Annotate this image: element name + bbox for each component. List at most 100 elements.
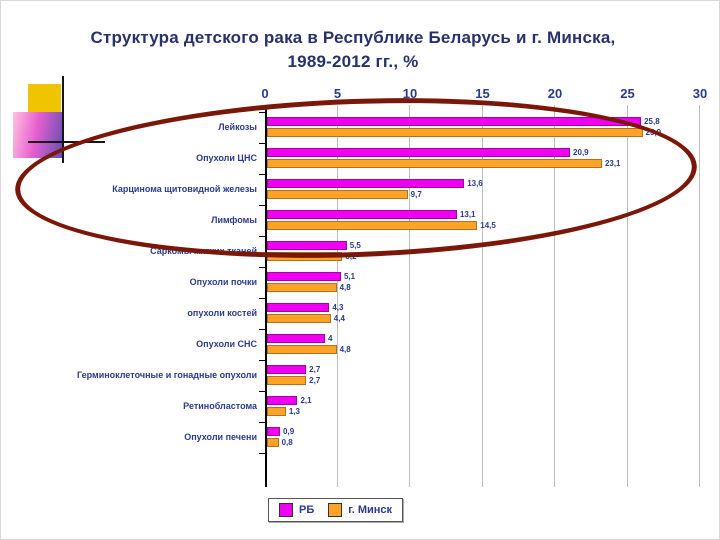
category-label: Опухоли СНС xyxy=(196,339,257,349)
bar-value-label: 25,8 xyxy=(644,117,660,126)
category-tick-mark xyxy=(259,143,265,144)
category-label: опухоли костей xyxy=(187,308,257,318)
bar-series-2 xyxy=(267,345,337,354)
bar-series-2 xyxy=(267,314,331,323)
category-tick-mark xyxy=(259,391,265,392)
bar-series-1 xyxy=(267,117,642,126)
chart-row: Опухоли почки 5,1 4,8 xyxy=(0,267,702,298)
bar-value-label: 5,5 xyxy=(349,241,361,250)
bar-value-label: 14,5 xyxy=(480,221,496,230)
bar-value-label: 4,8 xyxy=(339,345,351,354)
title-line-1: Структура детского рака в Республике Бел… xyxy=(90,28,616,47)
bar-chart: 0 5 10 15 20 25 30 Лейкозы 25,8 25,9 Опухоли ЦНС 2… xyxy=(0,86,712,532)
chart-row: Ретинобластома 2,1 1,3 xyxy=(0,391,702,422)
decorative-yellow-square xyxy=(28,84,61,116)
bar-group: 4 4,8 xyxy=(265,329,701,360)
category-label: Герминоклеточные и гонадные опухоли xyxy=(77,370,257,380)
bar-value-label: 0,9 xyxy=(283,427,295,436)
legend-swatch xyxy=(279,503,293,517)
category-tick-mark xyxy=(259,422,265,423)
bar-value-label: 2,7 xyxy=(309,365,321,374)
category-tick-mark xyxy=(259,360,265,361)
chart-legend: РБ г. Минск xyxy=(268,498,404,522)
bar-series-1 xyxy=(267,334,325,343)
legend-item: РБ xyxy=(279,503,314,517)
bar-series-1 xyxy=(267,365,307,374)
chart-row: Опухоли СНС 4 4,8 xyxy=(0,329,702,360)
decorative-vertical-line xyxy=(62,76,64,163)
category-axis-line xyxy=(265,105,267,487)
bar-series-1 xyxy=(267,148,571,157)
chart-row: Опухоли печени 0,9 0,8 xyxy=(0,422,702,453)
bar-series-2 xyxy=(267,252,343,261)
bar-group: 13,1 14,5 xyxy=(265,205,701,236)
category-label: Лимфомы xyxy=(211,215,257,225)
legend-item: г. Минск xyxy=(328,503,392,517)
category-label: Ретинобластома xyxy=(183,401,257,411)
bar-group: 20,9 23,1 xyxy=(265,143,701,174)
gridline xyxy=(409,105,410,487)
bar-value-label: 0,8 xyxy=(281,438,293,447)
legend-label: РБ xyxy=(299,504,315,516)
x-tick-label: 30 xyxy=(692,86,708,101)
category-tick-mark xyxy=(259,174,265,175)
title-line-2: 1989-2012 гг., % xyxy=(287,51,419,71)
category-tick-mark xyxy=(259,453,265,454)
category-label: Опухоли печени xyxy=(184,432,257,442)
chart-rows: Лейкозы 25,8 25,9 Опухоли ЦНС 20,9 23,1 Карцин… xyxy=(0,112,702,453)
chart-row: Герминоклеточные и гонадные опухоли 2,7 2,… xyxy=(0,360,702,391)
bar-series-1 xyxy=(267,179,465,188)
x-tick-label: 0 xyxy=(261,86,269,101)
category-tick-mark xyxy=(259,329,265,330)
bar-value-label: 4,8 xyxy=(339,283,351,292)
category-tick-mark xyxy=(259,298,265,299)
bar-value-label: 13,6 xyxy=(467,179,483,188)
x-tick-label: 25 xyxy=(620,86,635,101)
category-label: Опухоли ЦНС xyxy=(196,153,257,163)
page-title: Структура детского рака в Республике Бел… xyxy=(28,26,678,74)
category-tick-mark xyxy=(259,205,265,206)
bar-series-1 xyxy=(267,272,341,281)
gridline xyxy=(554,105,555,487)
bar-series-1 xyxy=(267,303,330,312)
category-label: Карцинома щитовидной железы xyxy=(112,184,257,194)
bar-group: 4,3 4,4 xyxy=(265,298,701,329)
bar-group: 25,8 25,9 xyxy=(265,112,701,143)
gridline xyxy=(481,105,483,487)
bar-series-1 xyxy=(267,396,298,405)
chart-row: Лейкозы 25,8 25,9 xyxy=(0,112,702,143)
chart-row: Саркомы мягких тканей 5,5 5,2 xyxy=(0,236,702,267)
bar-value-label: 4,3 xyxy=(332,303,344,312)
chart-row: Карцинома щитовидной железы 13,6 9,7 xyxy=(0,174,702,205)
bar-group: 0,9 0,8 xyxy=(265,422,701,453)
decorative-horizontal-line xyxy=(28,141,105,143)
category-label: Опухоли почки xyxy=(189,277,257,287)
chart-row: опухоли костей 4,3 4,4 xyxy=(0,298,702,329)
bar-value-label: 13,1 xyxy=(459,210,476,219)
x-tick-label: 15 xyxy=(475,86,490,101)
gridline xyxy=(336,105,338,487)
bar-value-label: 25,9 xyxy=(645,128,662,137)
bar-group: 5,1 4,8 xyxy=(265,267,701,298)
bar-series-2 xyxy=(267,221,478,230)
category-label: Саркомы мягких тканей xyxy=(150,246,257,256)
bar-series-2 xyxy=(267,283,337,292)
bar-value-label: 4,4 xyxy=(333,314,345,323)
decorative-gradient-square xyxy=(13,112,64,158)
bar-series-2 xyxy=(267,438,279,447)
x-tick-label: 5 xyxy=(333,86,342,101)
bar-value-label: 9,7 xyxy=(410,190,422,199)
bar-value-label: 4 xyxy=(328,334,333,343)
category-tick-mark xyxy=(259,112,265,113)
bar-value-label: 1,3 xyxy=(288,407,300,416)
bar-group: 13,6 9,7 xyxy=(265,174,701,205)
bar-series-1 xyxy=(267,210,457,219)
bar-value-label: 23,1 xyxy=(604,159,621,168)
chart-row: Опухоли ЦНС 20,9 23,1 xyxy=(0,143,702,174)
legend-swatch xyxy=(328,503,343,517)
x-tick-label: 20 xyxy=(547,86,563,101)
chart-row: Лимфомы 13,1 14,5 xyxy=(0,205,702,236)
category-tick-mark xyxy=(259,236,265,237)
bar-series-2 xyxy=(267,159,602,168)
